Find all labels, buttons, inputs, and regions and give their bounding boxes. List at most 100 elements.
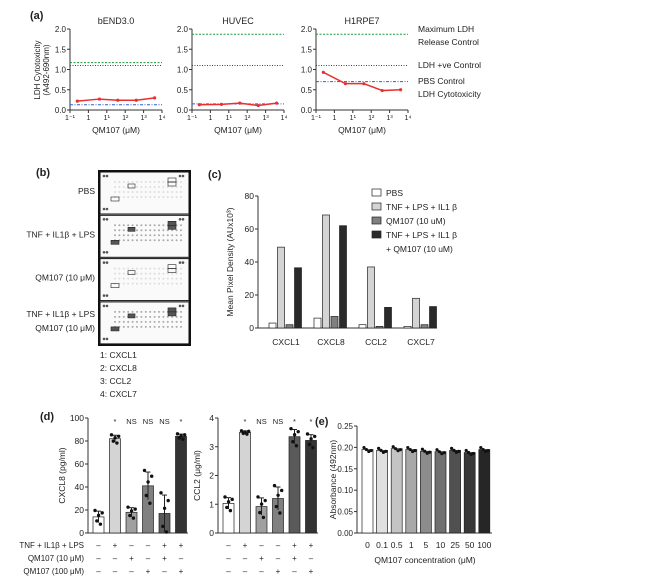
d1-data-point xyxy=(96,513,101,517)
d2-y-tick-label: 3 xyxy=(209,442,214,452)
a-bEND3.0-data-point xyxy=(116,98,120,102)
d2-data-point xyxy=(291,440,295,444)
a-HUVEC-data-point xyxy=(256,103,260,108)
c-bar xyxy=(313,317,322,329)
e-y-tick-label: 0.20 xyxy=(337,443,353,452)
d2-data-point xyxy=(313,434,317,439)
d1-data-point xyxy=(148,501,152,505)
e-y-tick-label: 0.10 xyxy=(337,486,353,495)
d2-data-point xyxy=(225,505,229,510)
blot-key-entry: 4: CXCL7 xyxy=(100,389,137,399)
d1-bar xyxy=(175,436,187,534)
e-data-point xyxy=(425,451,429,455)
d-condition-sign: – xyxy=(96,567,101,576)
e-data-point xyxy=(481,447,485,452)
d2-significance: NS xyxy=(256,417,266,426)
d2-data-point xyxy=(259,502,264,506)
d2-data-point xyxy=(307,442,311,447)
a-H1RPE7-x-tick-label: 1³ xyxy=(386,115,393,122)
a-bEND3.0-y-tick-label: 0.5 xyxy=(55,86,67,95)
d2-data-point xyxy=(280,488,284,493)
e-data-point xyxy=(457,449,461,453)
a-HUVEC-y-tick-label: 0.5 xyxy=(177,86,189,95)
a-HUVEC-x-tick-label: 1⁻¹ xyxy=(187,115,198,122)
spot-box-cxcl8 xyxy=(127,227,136,232)
a-H1RPE7-data-point xyxy=(380,88,384,93)
d-condition-sign: – xyxy=(259,567,264,576)
spot-box-ccl2 xyxy=(167,225,177,230)
a-H1RPE7-x-tick-label: 1⁴ xyxy=(405,115,412,122)
d2-bar xyxy=(239,432,251,534)
a-panel-title: H1RPE7 xyxy=(344,16,379,26)
e-bar xyxy=(478,449,491,534)
blot-key-entry: 3: CCL2 xyxy=(100,376,131,386)
e-x-tick-label: 5 xyxy=(424,540,429,550)
e-data-point xyxy=(440,452,444,456)
blot-row-label: QM107 (10 μM) xyxy=(35,323,95,333)
c-bar xyxy=(339,225,347,329)
d1-y-tick-label: 100 xyxy=(70,413,84,423)
a-HUVEC-y-tick-label: 1.5 xyxy=(177,45,189,54)
e-bar xyxy=(390,448,403,534)
d2-data-point xyxy=(305,432,310,436)
d2-data-point xyxy=(263,498,267,503)
e-data-point xyxy=(398,448,402,452)
d-condition-sign: – xyxy=(96,541,101,550)
panel-label-d: (d) xyxy=(40,411,54,423)
c-bar xyxy=(277,246,285,329)
e-data-point xyxy=(437,450,441,454)
d2-data-point xyxy=(272,483,277,488)
a-HUVEC-data-point xyxy=(197,103,201,107)
e-data-point xyxy=(367,449,371,454)
d-condition-sign: + xyxy=(309,567,314,576)
d-condition-sign: + xyxy=(292,541,297,550)
panel-label-e: (e) xyxy=(315,416,329,428)
c-bar xyxy=(330,316,339,329)
d1-bar xyxy=(109,438,121,534)
e-data-point xyxy=(369,448,373,453)
d1-y-tick-label: 20 xyxy=(75,505,85,515)
d2-significance: NS xyxy=(273,417,283,426)
d2-data-point xyxy=(274,504,278,509)
c-legend-swatch xyxy=(371,202,382,211)
a-HUVEC-y-tick-label: 0.0 xyxy=(177,106,189,115)
d2-y-tick-label: 4 xyxy=(209,413,214,423)
d2-bar xyxy=(305,440,317,534)
a-H1RPE7-x-tick-label: 1⁻¹ xyxy=(311,115,322,122)
a-H1RPE7-x-tick-label: 1² xyxy=(368,115,375,122)
a-legend-entry: Release Control xyxy=(418,37,479,47)
spot-box-cxcl7 xyxy=(110,196,120,202)
a-bEND3.0-x-tick-label: 1¹ xyxy=(104,115,111,122)
spot-box-cxcl1 xyxy=(167,307,177,313)
panel-label-b: (b) xyxy=(36,167,50,179)
d-condition-sign: – xyxy=(243,567,248,576)
d1-data-point xyxy=(93,508,97,513)
c-bar xyxy=(375,326,384,329)
e-bar xyxy=(449,450,461,534)
e-data-point xyxy=(396,449,400,453)
d1-significance: NS xyxy=(126,417,136,426)
blot-row-label: PBS xyxy=(78,186,95,196)
e-data-point xyxy=(450,446,454,450)
d-condition-sign: – xyxy=(276,554,281,563)
e-data-point xyxy=(469,452,473,457)
a-H1RPE7-data-point xyxy=(321,70,325,74)
d2-data-point xyxy=(311,445,315,450)
a-bEND3.0-y-tick-label: 1.0 xyxy=(55,66,67,75)
e-x-tick-label: 0 xyxy=(365,540,370,550)
d2-data-point xyxy=(226,500,231,504)
e-y-label: Absorbance (492nm) xyxy=(328,440,338,520)
a-HUVEC-x-tick-label: 1⁴ xyxy=(281,115,288,122)
e-data-point xyxy=(486,448,490,453)
a-legend-entry: PBS Control xyxy=(418,76,465,86)
blot-membrane xyxy=(99,214,190,258)
d1-data-point xyxy=(146,480,150,484)
d2-data-point xyxy=(223,495,227,499)
d2-data-point xyxy=(296,429,300,434)
d2-data-point xyxy=(294,444,299,448)
e-bar xyxy=(361,449,374,534)
d1-y-label: CXCL8 (pg/ml) xyxy=(57,447,67,503)
a-bEND3.0-cytotoxicity-line xyxy=(77,97,155,102)
d1-data-point xyxy=(144,493,148,498)
d1-y-tick-label: 0 xyxy=(79,528,84,538)
